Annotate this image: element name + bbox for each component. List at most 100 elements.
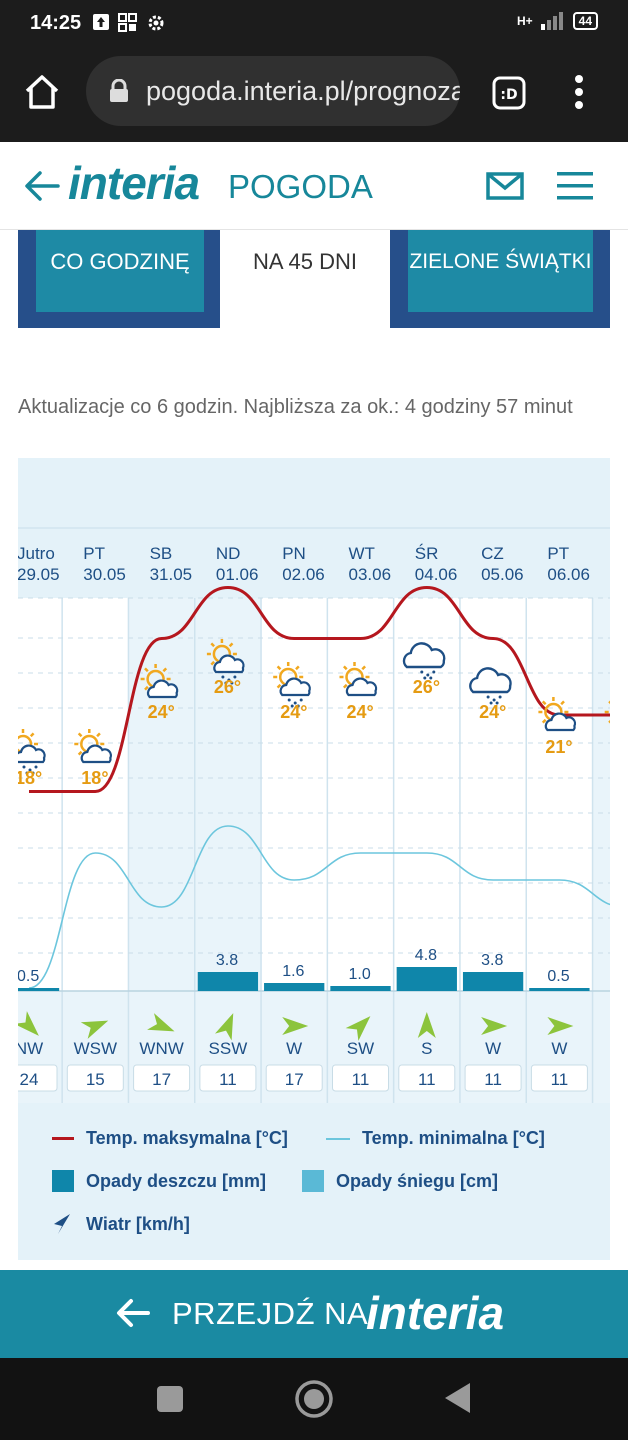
status-bar: 14:25 H+ 44	[0, 0, 628, 50]
wind-arrow-shape	[18, 1011, 39, 1036]
rain-label: 0.5	[18, 968, 39, 985]
back-arrow-icon[interactable]	[24, 170, 60, 202]
sun-ray-icon	[295, 665, 300, 671]
sun-ray-icon	[560, 700, 565, 706]
cloud-icon	[544, 712, 577, 732]
sun-ray-icon	[276, 683, 282, 689]
wind-legend-icon	[54, 1214, 70, 1234]
sun-ray-icon	[343, 683, 348, 689]
sun-ray-icon	[144, 685, 149, 691]
date-label: 03.06	[349, 565, 392, 584]
forecast-tabs: CO GODZINĘ NA 45 DNI ZIELONE ŚWIĄTKI	[0, 230, 628, 330]
weather-icon	[18, 729, 46, 775]
day-label: WT	[349, 544, 375, 563]
wind-direction: NW	[18, 1039, 43, 1058]
rain-bar	[264, 983, 325, 991]
tab-special[interactable]: ZIELONE ŚWIĄTKI	[390, 230, 610, 328]
max-temp-label: 26°	[214, 677, 241, 697]
weather-icon	[402, 642, 446, 680]
legend-max-swatch	[52, 1137, 74, 1140]
weather-icon	[469, 667, 512, 705]
sun-ray-icon	[541, 718, 547, 724]
rain-label: 0.5	[547, 968, 569, 985]
tab-45-days[interactable]: NA 45 DNI	[253, 249, 357, 274]
back-arrow-icon	[117, 1299, 150, 1327]
cloud-icon	[213, 654, 245, 674]
raindrop-icon	[224, 681, 228, 685]
status-icons	[92, 13, 166, 33]
weekend-column-shade	[128, 598, 195, 991]
day-label: PT	[547, 544, 569, 563]
raindrop-icon	[498, 695, 502, 699]
wind-arrow-shape	[547, 1017, 574, 1035]
max-temp-label: 21°	[545, 737, 572, 757]
wind-arrow-shape	[214, 1013, 234, 1041]
raindrop-icon	[489, 701, 493, 705]
legend-snow-swatch	[302, 1170, 324, 1192]
cloud-icon	[18, 744, 46, 764]
wind-speed: 11	[484, 1070, 502, 1089]
sun-ray-icon	[276, 665, 282, 671]
wind-arrow-icon	[481, 1017, 508, 1035]
interia-logo[interactable]: interia	[68, 157, 200, 209]
weekend-column-shade	[592, 598, 610, 991]
tab-switcher-icon[interactable]: :D	[492, 76, 526, 110]
raindrop-icon	[299, 698, 303, 702]
weather-icon	[273, 662, 311, 708]
raindrop-icon	[423, 676, 427, 680]
android-nav-bar	[0, 1358, 628, 1440]
cloud-icon	[469, 667, 512, 694]
wind-arrow-icon	[282, 1017, 309, 1035]
wind-direction: W	[286, 1039, 302, 1058]
raindrop-icon	[420, 670, 424, 674]
sun-ray-icon	[96, 732, 101, 738]
back-triangle-icon[interactable]	[442, 1381, 472, 1415]
wind-speed: 11	[352, 1070, 370, 1089]
wind-speed-box	[66, 1064, 124, 1092]
menu-dots-icon[interactable]	[570, 74, 588, 110]
day-label: CZ	[481, 544, 504, 563]
date-label: 06.06	[547, 565, 590, 584]
pogoda-logo[interactable]: POGODA	[228, 168, 373, 205]
network-type: H+	[516, 14, 533, 28]
raindrop-icon	[432, 670, 436, 674]
mail-icon[interactable]	[486, 172, 524, 200]
home-circle-icon[interactable]	[294, 1379, 334, 1419]
wind-speed-box	[464, 1064, 522, 1092]
rain-bar	[462, 972, 524, 991]
raindrop-icon	[28, 768, 32, 772]
weather-icon	[604, 700, 610, 724]
sun-ray-icon	[608, 700, 610, 705]
forecast-chart: Jutro 29.05 PT 30.05 SB 31.05 ND 01.06 PN 02.06 WT…	[18, 458, 610, 1260]
cloud-icon	[345, 677, 378, 697]
wind-speed-box	[199, 1064, 257, 1092]
sun-ray-icon	[343, 665, 348, 671]
sun-ray-icon	[361, 665, 366, 671]
wind-speed-box	[530, 1064, 588, 1092]
sun-ray-icon	[144, 667, 149, 673]
recents-icon[interactable]	[156, 1385, 184, 1413]
signal-icon	[540, 12, 563, 30]
legend-max-temp: Temp. maksymalna [°C]	[52, 1128, 288, 1149]
wind-arrow-icon	[547, 1017, 574, 1035]
go-to-interia-banner[interactable]: PRZEJDŹ NA interia	[0, 1270, 628, 1358]
date-label: 29.05	[18, 565, 60, 584]
site-header: interia POGODA	[0, 142, 628, 230]
rain-bar	[18, 988, 60, 991]
raindrop-icon	[429, 676, 433, 680]
wind-arrow-shape	[147, 1013, 175, 1032]
wind-speed: 24	[20, 1070, 39, 1089]
date-label: 04.06	[415, 565, 458, 584]
wind-arrow-shape	[481, 1017, 508, 1035]
status-time: 14:25	[30, 12, 82, 34]
wind-direction: SSW	[209, 1039, 248, 1058]
tab-hourly[interactable]: CO GODZINĘ	[18, 230, 220, 328]
address-bar[interactable]: pogoda.interia.pl/prognoza	[86, 56, 460, 126]
home-icon[interactable]	[22, 72, 62, 112]
wind-arrow-icon	[18, 1011, 39, 1036]
max-temp-label: 26°	[413, 677, 440, 697]
hamburger-menu-icon[interactable]	[556, 170, 594, 202]
tab-special-label: ZIELONE ŚWIĄTKI	[408, 230, 593, 312]
date-label: 05.06	[481, 565, 524, 584]
sun-ray-icon	[77, 750, 83, 756]
